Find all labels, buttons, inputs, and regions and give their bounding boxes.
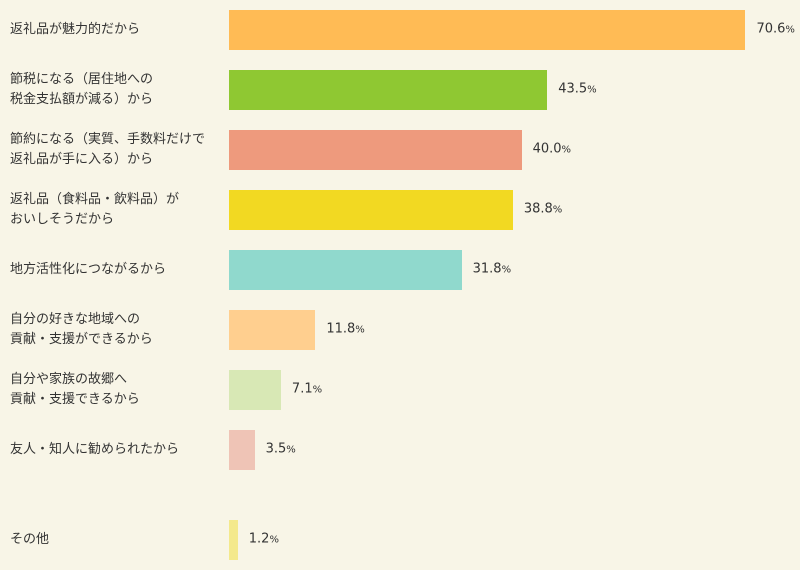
category-label: 地方活性化につながるから [10,262,167,277]
bar [229,130,522,170]
category-label: 節税になる（居住地への 税金支払額が減る）から [10,72,154,107]
value-number: 38.8 [523,201,553,217]
value-unit: % [312,384,323,396]
bar [229,190,513,230]
category-label: 友人・知人に勧められたから [10,442,180,457]
category-label: 返礼品が魅力的だから [10,22,141,37]
bar [229,250,462,290]
value-label: 43.5% [558,82,596,99]
value-label: 11.8% [326,322,364,339]
value-unit: % [269,534,279,546]
value-number: 40.0 [532,141,562,157]
bar [229,310,316,350]
value-number: 3.5 [265,441,287,457]
bar [229,10,746,50]
value-unit: % [785,24,795,36]
category-label: 自分の好きな地域への 貢献・支援ができるから [10,312,153,347]
value-unit: % [355,324,365,336]
value-label: 40.0% [533,142,571,159]
value-label: 70.6% [756,22,794,39]
value-unit: % [501,264,512,276]
value-number: 7.1 [291,381,313,397]
value-unit: % [561,144,572,156]
value-unit: % [587,84,597,96]
value-label: 3.5% [266,442,296,459]
bar [229,430,255,470]
bar [229,370,281,410]
value-label: 7.1% [292,382,322,399]
value-unit: % [286,444,296,456]
value-unit: % [552,204,563,216]
value-label: 1.2% [249,532,279,549]
category-label: 自分や家族の故郷へ 貢献・支援できるから [10,372,140,407]
value-number: 43.5 [558,81,588,97]
bar [229,70,548,110]
value-number: 1.2 [248,531,270,547]
value-number: 70.6 [756,21,786,37]
category-label: 節約になる（実質、手数料だけで 返礼品が手に入る）から [10,132,206,167]
value-number: 31.8 [472,261,502,277]
value-label: 38.8% [524,202,562,219]
value-number: 11.8 [326,321,356,337]
bar [229,520,238,560]
category-label: その他 [10,532,50,547]
category-label: 返礼品（食料品・飲料品）が おいしそうだから [10,192,180,227]
value-label: 31.8% [473,262,511,279]
